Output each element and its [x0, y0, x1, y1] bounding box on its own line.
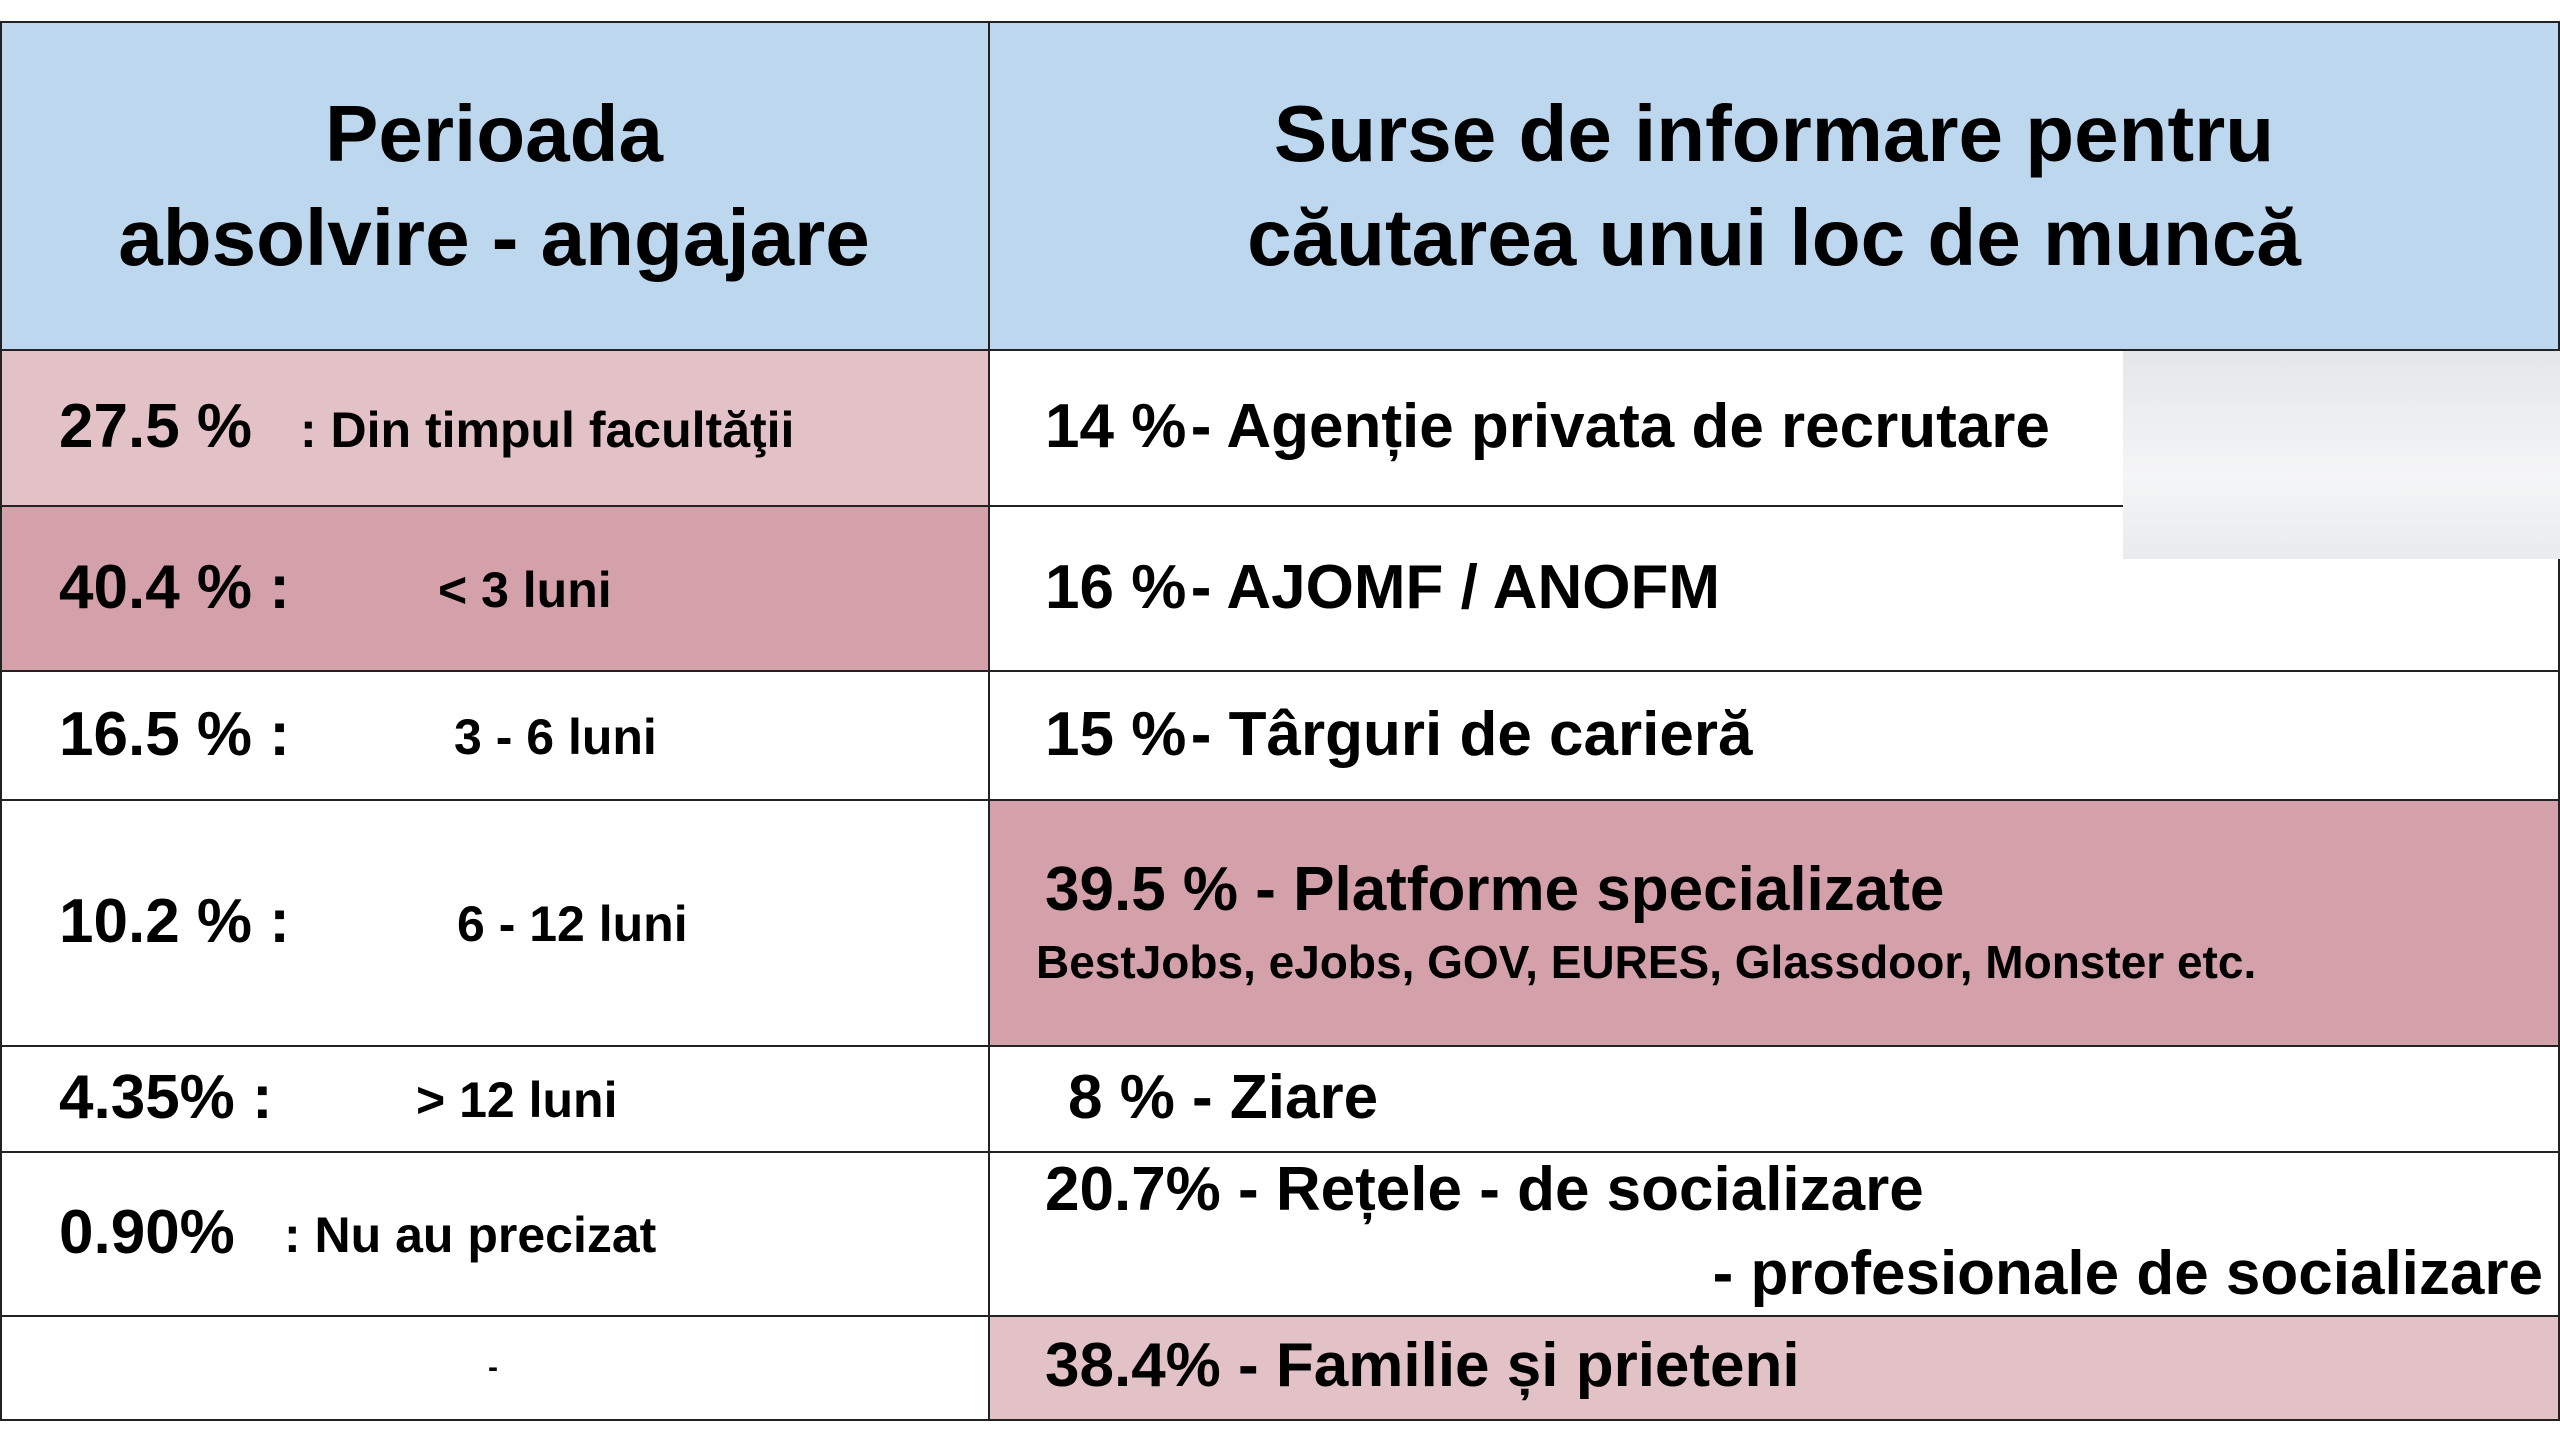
period: : Nu au precizat	[284, 1207, 657, 1263]
percent: 40.4 % :	[59, 553, 290, 622]
period: < 3 luni	[438, 562, 612, 618]
source: 14 % - Agenție privata de recrutare	[1045, 396, 2050, 458]
photo	[2123, 351, 2560, 559]
period: -	[488, 1351, 498, 1384]
cell	[988, 799, 2560, 1047]
source: 38.4% - Familie și prieteni	[1045, 1331, 1800, 1400]
percent: 27.5 %	[59, 392, 253, 461]
source: 20.7% - Rețele - de socializare	[1045, 1155, 1924, 1224]
period: 3 - 6 luni	[454, 709, 657, 765]
header-cell	[988, 21, 2560, 351]
percent: 0.90%	[59, 1198, 235, 1267]
source-detail: BestJobs, eJobs, GOV, EURES, Glassdoor, …	[1036, 936, 2257, 988]
percent: 16 %	[1045, 553, 1187, 622]
source: 15 % - Târguri de carieră	[1045, 704, 1752, 766]
period: : Din timpul facultăţii	[300, 402, 795, 458]
percent: 4.35% :	[59, 1063, 273, 1132]
source-detail: - profesionale de socializare	[1712, 1239, 2543, 1308]
header-cell	[0, 21, 990, 351]
source-text: - Târguri de carieră	[1190, 700, 1753, 769]
percent: 15 %	[1045, 700, 1187, 769]
header-text: Perioada absolvire - angajare	[118, 89, 870, 282]
percent: 14 %	[1045, 392, 1187, 461]
source-text: - Agenție privata de recrutare	[1190, 392, 2050, 461]
period: 6 - 12 luni	[457, 896, 688, 952]
source: 39.5 % - Platforme specializate	[1045, 855, 1945, 924]
source: 16 % - AJOMF / ANOFM	[1045, 557, 1720, 619]
percent: 10.2 % :	[59, 887, 290, 956]
source: 8 % - Ziare	[1068, 1063, 1379, 1132]
cell	[0, 505, 990, 672]
percent: 16.5 % :	[59, 700, 290, 769]
source-text: - AJOMF / ANOFM	[1190, 553, 1721, 622]
period: > 12 luni	[416, 1072, 618, 1128]
cell	[988, 1315, 2560, 1421]
header-text: Surse de informare pentru căutarea unui l…	[1247, 89, 2301, 282]
